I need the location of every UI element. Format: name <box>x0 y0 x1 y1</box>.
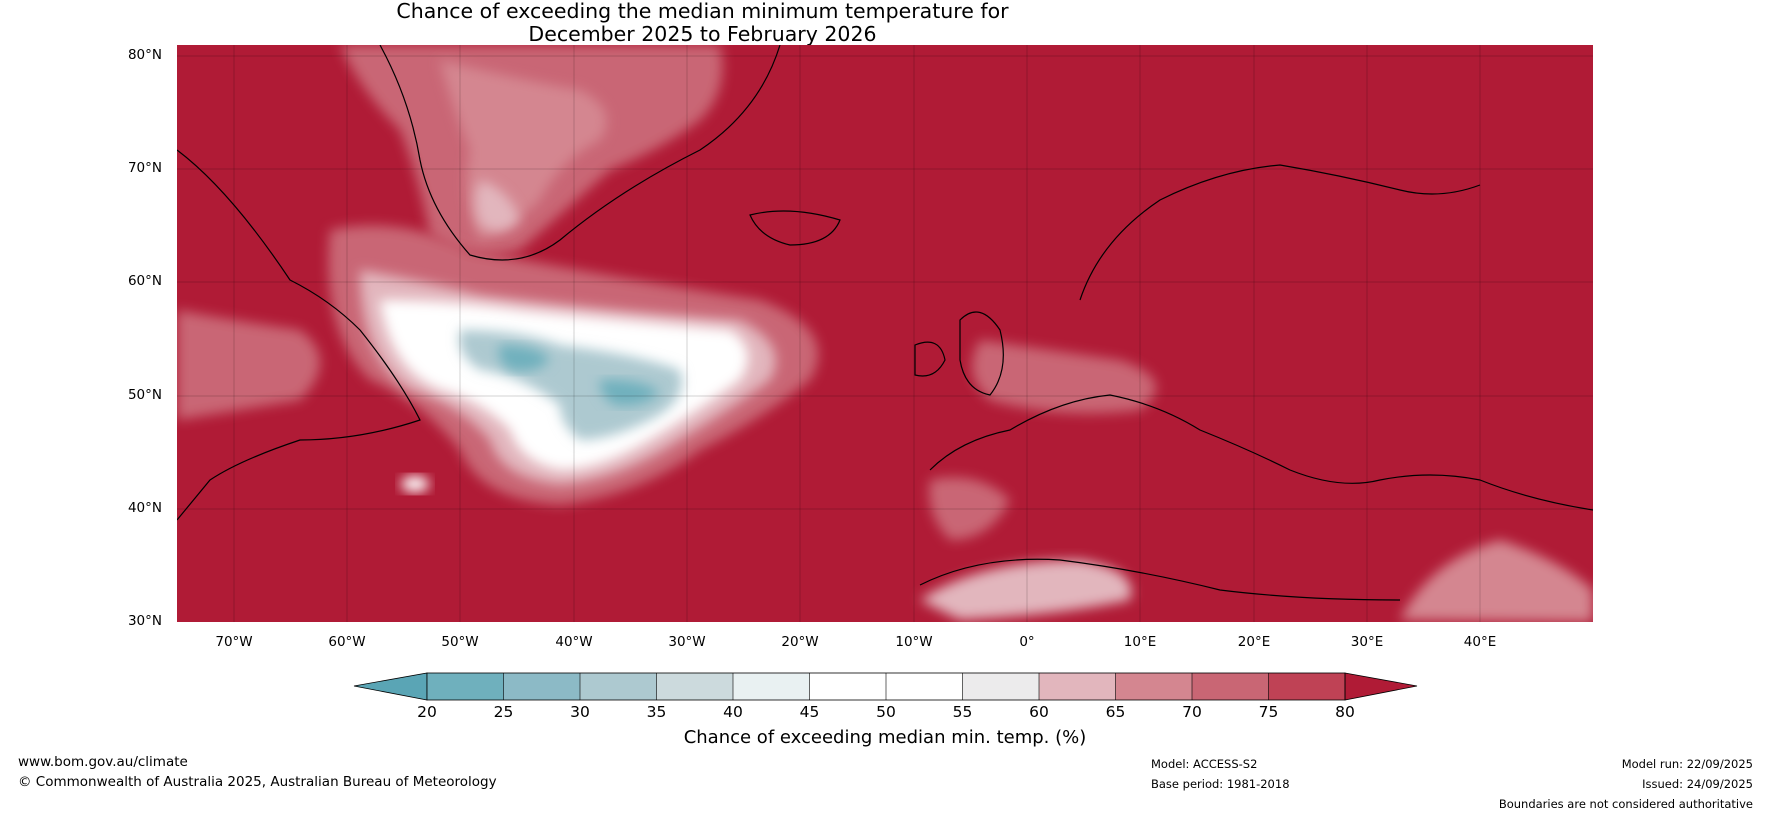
colorbar-bin-60-65 <box>1039 673 1116 700</box>
colorbar-tick-50: 50 <box>876 703 896 721</box>
lat-label-50n: 50°N <box>127 387 162 403</box>
colorbar-tick-55: 55 <box>952 703 973 721</box>
colorbar-bin-70-75 <box>1192 673 1269 700</box>
coast-britain <box>959 311 1004 396</box>
model-run-date: Model run: 22/09/2025 <box>1621 757 1753 771</box>
title-line-2: December 2025 to February 2026 <box>528 22 877 46</box>
base-period: Base period: 1981-2018 <box>1151 777 1290 791</box>
azores-patch <box>401 476 429 492</box>
colorbar-bin-40-45 <box>733 673 810 700</box>
map-title: Chance of exceeding the median minimum t… <box>0 0 1405 46</box>
copyright-notice: © Commonwealth of Australia 2025, Austra… <box>18 774 497 790</box>
colorbar-tick-35: 35 <box>646 703 667 721</box>
lon-label-30w: 30°W <box>668 634 706 650</box>
north-africa-patch <box>920 560 1132 620</box>
lon-label-70w: 70°W <box>215 634 253 650</box>
lon-label-30e: 30°E <box>1350 634 1384 650</box>
colorbar-bin-75-80 <box>1268 673 1345 700</box>
colorbar-dividers <box>503 673 1269 700</box>
greenland-anomaly-core <box>475 180 520 232</box>
colorbar-tick-75: 75 <box>1258 703 1279 721</box>
lon-label-50w: 50°W <box>441 634 479 650</box>
levant-patch <box>1400 540 1593 622</box>
colorbar-bin-20-25 <box>427 673 504 700</box>
colorbar-tick-30: 30 <box>570 703 590 721</box>
colorbar-bin-30-35 <box>580 673 657 700</box>
colorbar-tick-80: 80 <box>1335 703 1355 721</box>
coastlines <box>177 45 1593 601</box>
lon-label-0: 0° <box>1019 634 1035 650</box>
colorbar-max-arrow <box>1344 672 1418 701</box>
colorbar-min-arrow <box>353 672 428 701</box>
coast-north-america <box>177 149 421 521</box>
model-name: Model: ACCESS-S2 <box>1151 757 1258 771</box>
colorbar-label: Chance of exceeding median min. temp. (%… <box>683 727 1087 748</box>
coast-europe <box>929 394 1593 511</box>
lon-label-60w: 60°W <box>328 634 366 650</box>
lon-label-10e: 10°E <box>1123 634 1157 650</box>
lon-label-10w: 10°W <box>895 634 933 650</box>
lon-label-40e: 40°E <box>1463 634 1497 650</box>
lat-label-30n: 30°N <box>127 613 162 629</box>
colorbar-tick-70: 70 <box>1182 703 1202 721</box>
colorbar-tick-45: 45 <box>799 703 820 721</box>
lat-label-70n: 70°N <box>127 160 162 176</box>
lat-label-80n: 80°N <box>127 47 162 63</box>
colorbar-bin-50-55 <box>886 673 963 700</box>
colorbar-tick-40: 40 <box>723 703 743 721</box>
lat-label-40n: 40°N <box>127 500 162 516</box>
coast-north-africa <box>919 558 1401 601</box>
lat-label-60n: 60°N <box>127 273 162 289</box>
colorbar-bin-35-40 <box>656 673 733 700</box>
colorbar-bin-55-60 <box>962 673 1039 700</box>
coast-iceland <box>749 210 841 246</box>
lon-label-20w: 20°W <box>781 634 819 650</box>
coast-scandinavia <box>1079 164 1481 301</box>
iberia-patch <box>929 477 1010 540</box>
north-atlantic-core-east <box>599 379 660 406</box>
coast-greenland <box>379 45 781 261</box>
colorbar-tick-60: 60 <box>1029 703 1049 721</box>
colorbar <box>353 672 1418 701</box>
colorbar-tick-65: 65 <box>1105 703 1126 721</box>
canada-patch <box>177 310 320 420</box>
lon-label-40w: 40°W <box>555 634 593 650</box>
colorbar-bin-25-30 <box>503 673 580 700</box>
lon-label-20e: 20°E <box>1237 634 1271 650</box>
issued-date: Issued: 24/09/2025 <box>1642 777 1753 791</box>
colorbar-tick-20: 20 <box>417 703 437 721</box>
title-line-1: Chance of exceeding the median minimum t… <box>396 0 1009 23</box>
website-link[interactable]: www.bom.gov.au/climate <box>18 754 188 770</box>
colorbar-tick-25: 25 <box>493 703 514 721</box>
colorbar-bin-65-70 <box>1115 673 1192 700</box>
boundaries-disclaimer: Boundaries are not considered authoritat… <box>1498 797 1753 811</box>
gridlines <box>177 45 1593 622</box>
colorbar-bin-45-50 <box>809 673 886 700</box>
coast-ireland <box>914 341 946 377</box>
north-atlantic-core-west <box>498 345 550 372</box>
map-plot-area <box>177 45 1593 622</box>
